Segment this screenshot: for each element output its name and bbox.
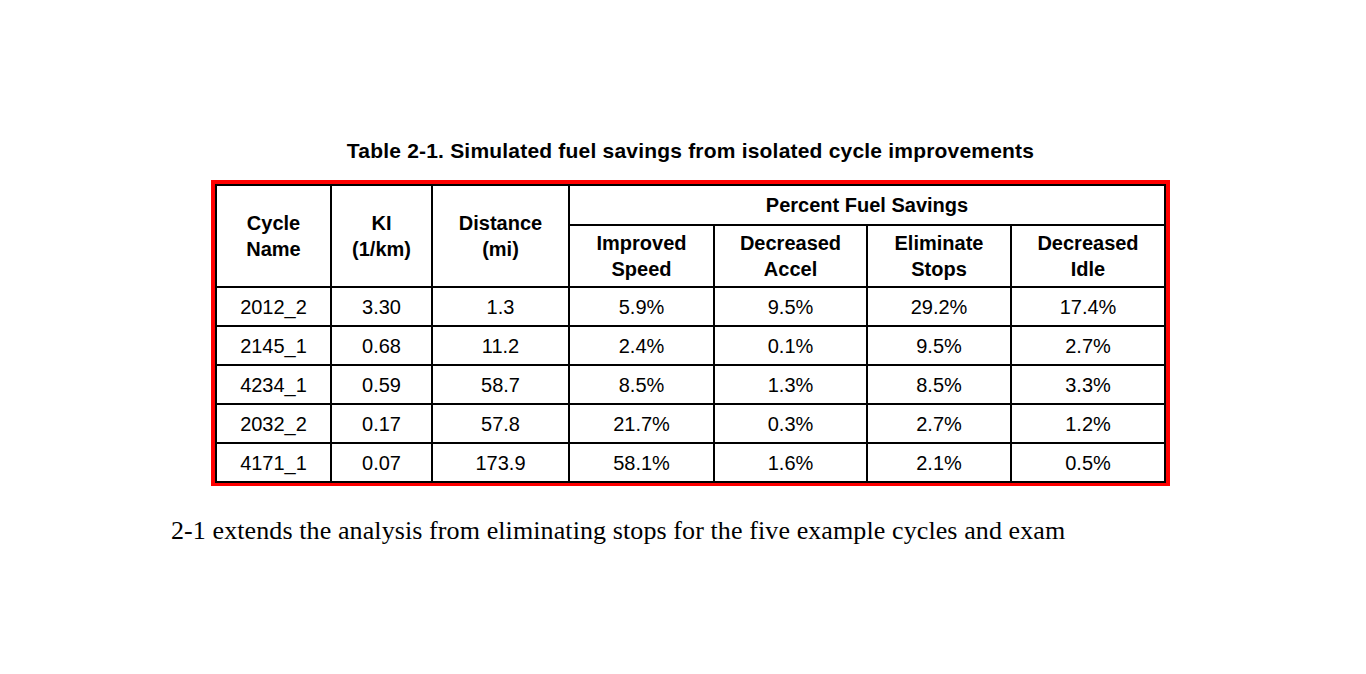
cell-decreased-idle: 2.7%: [1011, 326, 1165, 365]
cell-cycle-name: 4171_1: [216, 443, 331, 482]
cell-distance: 58.7: [432, 365, 569, 404]
cell-improved-speed: 5.9%: [569, 287, 714, 326]
header-cell-decreased-idle: Decreased Idle: [1011, 225, 1165, 287]
header-cell-eliminate-stops: Eliminate Stops: [867, 225, 1011, 287]
cell-ki: 0.17: [331, 404, 432, 443]
cell-eliminate-stops: 2.1%: [867, 443, 1011, 482]
cell-cycle-name: 2032_2: [216, 404, 331, 443]
cell-decreased-accel: 0.3%: [714, 404, 867, 443]
cell-ki: 0.68: [331, 326, 432, 365]
cell-decreased-accel: 1.3%: [714, 365, 867, 404]
cell-cycle-name: 2145_1: [216, 326, 331, 365]
cell-decreased-accel: 0.1%: [714, 326, 867, 365]
cell-eliminate-stops: 9.5%: [867, 326, 1011, 365]
header-cell-distance: Distance (mi): [432, 185, 569, 287]
header-cell-improved-speed: Improved Speed: [569, 225, 714, 287]
cell-improved-speed: 8.5%: [569, 365, 714, 404]
cell-cycle-name: 4234_1: [216, 365, 331, 404]
cell-eliminate-stops: 29.2%: [867, 287, 1011, 326]
table-row: 4171_1 0.07 173.9 58.1% 1.6% 2.1% 0.5%: [216, 443, 1165, 482]
cell-decreased-accel: 9.5%: [714, 287, 867, 326]
cell-eliminate-stops: 8.5%: [867, 365, 1011, 404]
table-row: 2145_1 0.68 11.2 2.4% 0.1% 9.5% 2.7%: [216, 326, 1165, 365]
cell-ki: 0.07: [331, 443, 432, 482]
header-cell-percent-fuel-savings: Percent Fuel Savings: [569, 185, 1165, 225]
table-row: 2012_2 3.30 1.3 5.9% 9.5% 29.2% 17.4%: [216, 287, 1165, 326]
cell-distance: 1.3: [432, 287, 569, 326]
cell-ki: 3.30: [331, 287, 432, 326]
cell-ki: 0.59: [331, 365, 432, 404]
cell-decreased-idle: 1.2%: [1011, 404, 1165, 443]
cell-improved-speed: 21.7%: [569, 404, 714, 443]
header-cell-cycle-name: Cycle Name: [216, 185, 331, 287]
data-table: Cycle Name KI (1/km) Distance (mi) Perce…: [215, 184, 1166, 483]
cell-improved-speed: 2.4%: [569, 326, 714, 365]
cell-decreased-idle: 3.3%: [1011, 365, 1165, 404]
table-row: 2032_2 0.17 57.8 21.7% 0.3% 2.7% 1.2%: [216, 404, 1165, 443]
header-cell-ki: KI (1/km): [331, 185, 432, 287]
table-row: 4234_1 0.59 58.7 8.5% 1.3% 8.5% 3.3%: [216, 365, 1165, 404]
cell-decreased-accel: 1.6%: [714, 443, 867, 482]
cell-decreased-idle: 0.5%: [1011, 443, 1165, 482]
fuel-savings-table: Cycle Name KI (1/km) Distance (mi) Perce…: [211, 180, 1170, 486]
header-cell-decreased-accel: Decreased Accel: [714, 225, 867, 287]
cell-eliminate-stops: 2.7%: [867, 404, 1011, 443]
cell-decreased-idle: 17.4%: [1011, 287, 1165, 326]
cell-improved-speed: 58.1%: [569, 443, 714, 482]
cell-distance: 173.9: [432, 443, 569, 482]
cell-cycle-name: 2012_2: [216, 287, 331, 326]
cell-distance: 11.2: [432, 326, 569, 365]
header-row-group: Cycle Name KI (1/km) Distance (mi) Perce…: [216, 185, 1165, 225]
body-text: 2-1 extends the analysis from eliminatin…: [171, 516, 1065, 546]
table-caption: Table 2-1. Simulated fuel savings from i…: [211, 139, 1170, 163]
cell-distance: 57.8: [432, 404, 569, 443]
